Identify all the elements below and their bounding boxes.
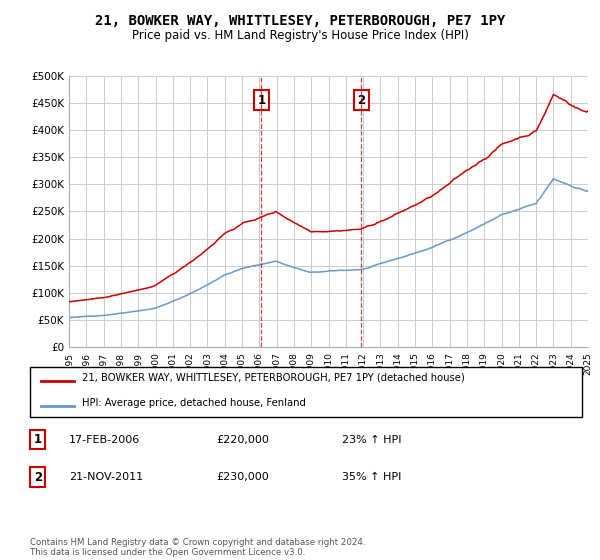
Text: 2: 2 — [358, 94, 365, 106]
Text: 2: 2 — [34, 470, 42, 484]
Text: Price paid vs. HM Land Registry's House Price Index (HPI): Price paid vs. HM Land Registry's House … — [131, 29, 469, 42]
Text: £220,000: £220,000 — [216, 435, 269, 445]
Text: Contains HM Land Registry data © Crown copyright and database right 2024.
This d: Contains HM Land Registry data © Crown c… — [30, 538, 365, 557]
Text: 1: 1 — [257, 94, 265, 106]
Text: 23% ↑ HPI: 23% ↑ HPI — [342, 435, 401, 445]
Text: 21-NOV-2011: 21-NOV-2011 — [69, 472, 143, 482]
FancyBboxPatch shape — [30, 367, 582, 417]
Text: 17-FEB-2006: 17-FEB-2006 — [69, 435, 140, 445]
Text: 21, BOWKER WAY, WHITTLESEY, PETERBOROUGH, PE7 1PY: 21, BOWKER WAY, WHITTLESEY, PETERBOROUGH… — [95, 14, 505, 28]
Text: 1: 1 — [34, 433, 42, 446]
Text: HPI: Average price, detached house, Fenland: HPI: Average price, detached house, Fenl… — [82, 398, 307, 408]
Text: £230,000: £230,000 — [216, 472, 269, 482]
Text: 35% ↑ HPI: 35% ↑ HPI — [342, 472, 401, 482]
Text: 21, BOWKER WAY, WHITTLESEY, PETERBOROUGH, PE7 1PY (detached house): 21, BOWKER WAY, WHITTLESEY, PETERBOROUGH… — [82, 373, 465, 383]
